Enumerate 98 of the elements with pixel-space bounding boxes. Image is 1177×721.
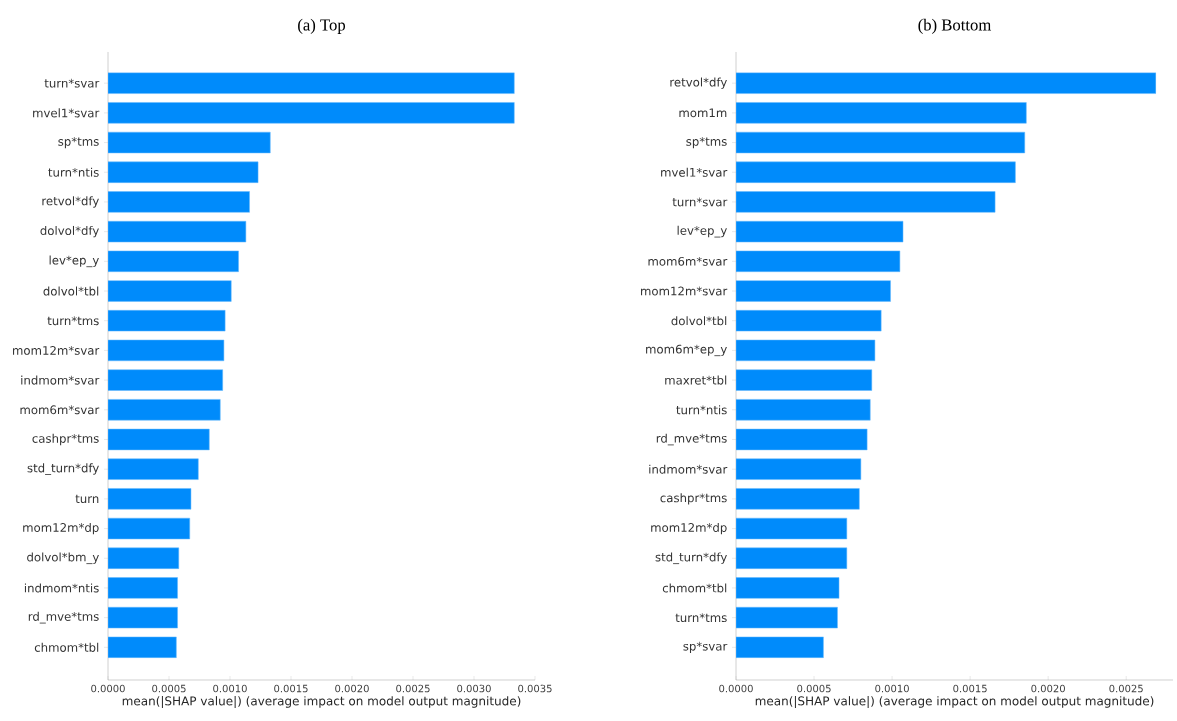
- y-tick-label: turn*ntis: [676, 405, 727, 415]
- bar: [108, 547, 180, 569]
- x-tick-label: 0.0015: [953, 684, 987, 693]
- bar: [108, 606, 178, 629]
- bar: [108, 577, 178, 599]
- y-tick-label: mvel1*svar: [661, 167, 728, 177]
- y-tick-label: indmom*svar: [21, 375, 100, 385]
- bar: [108, 428, 210, 451]
- bar: [736, 161, 1016, 183]
- y-tick-label: mom12m*svar: [641, 286, 728, 296]
- bar: [736, 488, 860, 510]
- y-tick-label: mom6m*svar: [20, 405, 100, 415]
- y-tick-label: turn*svar: [672, 197, 728, 207]
- y-tick-label: chmom*tbl: [34, 642, 99, 652]
- x-tick-label: 0.0000: [91, 684, 125, 693]
- y-tick-label: indmom*svar: [649, 464, 728, 474]
- bar: [736, 339, 876, 362]
- y-tick-label: turn*ntis: [48, 167, 99, 177]
- x-tick-label: 0.0005: [797, 684, 831, 693]
- bar: [108, 131, 271, 154]
- bar: [108, 280, 232, 302]
- y-tick-label: mom6m*svar: [648, 256, 728, 266]
- y-tick-label: mvel1*svar: [33, 108, 100, 118]
- y-tick-label: turn*svar: [44, 78, 100, 88]
- bar: [108, 191, 250, 213]
- y-tick-label: rd_mve*tms: [28, 611, 99, 624]
- bar: [108, 399, 221, 421]
- y-tick-label: dolvol*bm_y: [27, 552, 99, 565]
- x-tick-label: 0.0030: [457, 684, 491, 693]
- bar: [736, 310, 882, 332]
- y-tick-label: mom12m*svar: [13, 345, 100, 355]
- bar: [736, 606, 838, 629]
- bar: [736, 72, 1157, 94]
- y-tick-label: indmom*ntis: [24, 583, 99, 593]
- bar: [736, 131, 1026, 154]
- chart-title: (a) Top: [298, 18, 346, 34]
- x-tick-label: 0.0035: [518, 684, 552, 693]
- bar: [108, 488, 192, 510]
- y-tick-label: turn*tms: [47, 316, 99, 326]
- x-tick-label: 0.0025: [396, 684, 430, 693]
- bar: [108, 102, 515, 124]
- x-tick-label: 0.0010: [213, 684, 247, 693]
- bar: [736, 577, 840, 599]
- x-tick-label: 0.0000: [719, 684, 753, 693]
- y-tick-label: dolvol*tbl: [43, 286, 99, 296]
- x-tick-label: 0.0020: [1031, 684, 1065, 693]
- y-tick-label: lev*ep_y: [677, 225, 727, 238]
- bar: [736, 369, 873, 391]
- y-tick-label: turn: [75, 494, 99, 504]
- bar: [736, 517, 848, 540]
- bar: [108, 72, 515, 94]
- bar: [736, 191, 996, 213]
- bar: [736, 220, 904, 243]
- bar: [108, 636, 177, 658]
- x-axis-title: mean(|SHAP value|) (average impact on model output magnitude): [755, 696, 1154, 709]
- y-tick-label: retvol*dfy: [42, 196, 99, 208]
- bar: [108, 458, 199, 480]
- bar: [736, 250, 901, 272]
- bar: [736, 636, 824, 658]
- x-tick-label: 0.0015: [274, 684, 308, 693]
- bar: [108, 517, 191, 540]
- y-tick-label: std_turn*dfy: [27, 463, 99, 476]
- y-tick-label: retvol*dfy: [670, 77, 727, 89]
- bar: [108, 339, 225, 362]
- x-tick-label: 0.0010: [875, 684, 909, 693]
- y-tick-label: lev*ep_y: [49, 255, 99, 268]
- y-tick-label: cashpr*tms: [660, 493, 727, 505]
- bar: [736, 102, 1027, 124]
- y-tick-label: mom12m*dp: [23, 522, 99, 535]
- chart-title: (b) Bottom: [918, 18, 992, 34]
- y-tick-label: sp*tms: [58, 136, 99, 149]
- bar: [108, 250, 239, 272]
- y-tick-label: dolvol*tbl: [671, 316, 727, 326]
- x-tick-label: 0.0005: [152, 684, 186, 693]
- y-tick-label: sp*svar: [683, 641, 728, 653]
- y-tick-label: mom1m: [679, 108, 727, 118]
- bar: [108, 310, 226, 332]
- y-tick-label: sp*tms: [686, 136, 727, 149]
- bar: [736, 428, 868, 451]
- y-tick-label: chmom*tbl: [662, 583, 727, 593]
- y-tick-label: rd_mve*tms: [656, 433, 727, 446]
- bar: [736, 458, 862, 480]
- bar: [108, 220, 247, 243]
- bar: [736, 399, 871, 421]
- x-axis-title: mean(|SHAP value|) (average impact on model output magnitude): [122, 696, 521, 709]
- y-tick-label: turn*tms: [675, 613, 727, 623]
- y-tick-label: mom12m*dp: [651, 522, 727, 535]
- y-tick-label: cashpr*tms: [32, 433, 99, 446]
- y-tick-label: mom6m*ep_y: [646, 344, 727, 357]
- x-tick-label: 0.0020: [335, 684, 369, 693]
- y-tick-label: dolvol*dfy: [40, 225, 99, 238]
- bar: [108, 369, 223, 391]
- y-tick-label: maxret*tbl: [665, 375, 727, 385]
- x-tick-label: 0.0025: [1109, 684, 1143, 693]
- y-tick-label: std_turn*dfy: [655, 552, 727, 565]
- bar: [736, 547, 848, 569]
- bar: [736, 280, 891, 302]
- bar: [108, 161, 259, 183]
